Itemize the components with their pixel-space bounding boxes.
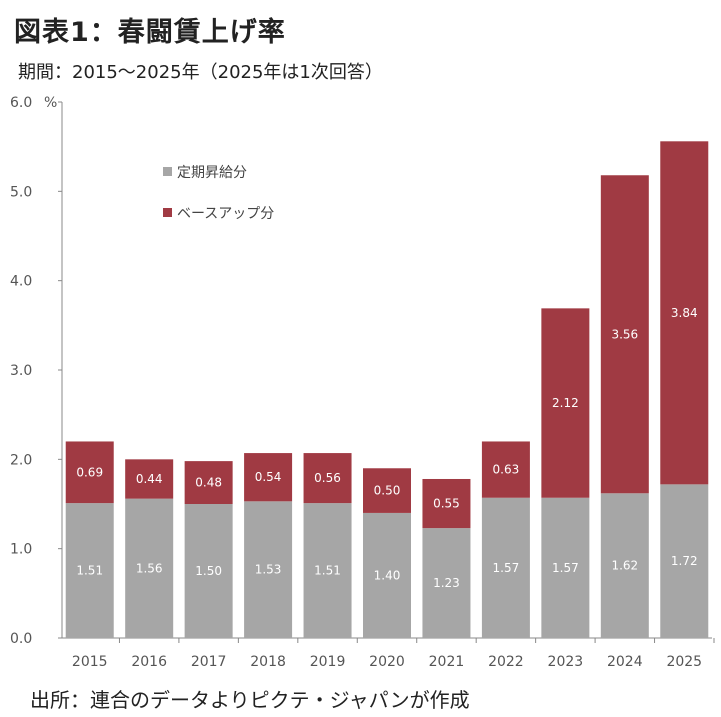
data-label: 3.84 [671, 306, 698, 320]
bar-segment-base [244, 501, 293, 638]
x-tick-label: 2023 [548, 654, 584, 670]
data-label: 0.48 [195, 476, 222, 490]
x-tick-label: 2024 [607, 654, 643, 670]
bar-segment-baseup [184, 461, 233, 504]
bar-segment-base [303, 503, 352, 638]
y-tick-label: 1.0 [10, 542, 32, 558]
data-label: 0.55 [433, 497, 460, 511]
data-label: 1.51 [314, 564, 341, 578]
bar-segment-base [363, 512, 411, 638]
y-tick-label: 6.0 [10, 95, 32, 111]
x-tick-label: 2018 [250, 654, 286, 670]
data-label: 3.56 [611, 327, 638, 341]
bar-segment-base [481, 497, 530, 638]
bar-segment-baseup [65, 441, 114, 504]
x-tick-label: 2019 [310, 654, 346, 670]
data-label: 2.12 [552, 396, 579, 410]
bar-segment-baseup [600, 175, 649, 494]
data-label: 1.62 [611, 559, 638, 573]
x-tick-label: 2015 [72, 654, 108, 670]
x-tick-label: 2020 [369, 654, 405, 670]
chart-subtitle: 期間：2015～2025年（2025年は1次回答） [18, 62, 383, 83]
data-label: 1.23 [433, 576, 460, 590]
x-tick-label: 2022 [488, 654, 524, 670]
bar-segment-base [184, 504, 233, 638]
data-label: 0.69 [76, 465, 103, 479]
bar-segment-base [422, 528, 471, 638]
bar-segment-base [65, 503, 114, 638]
bar-segment-baseup [244, 453, 293, 502]
y-tick-label: 3.0 [10, 363, 32, 379]
data-label: 0.54 [255, 470, 282, 484]
legend-label-base: 定期昇給分 [177, 165, 247, 181]
chart-title: 図表1：春闘賃上げ率 [14, 17, 286, 48]
bar-segment-baseup [422, 478, 471, 529]
bar-segment-baseup [481, 441, 530, 498]
y-tick-label: 4.0 [10, 274, 32, 290]
x-tick-label: 2025 [666, 654, 702, 670]
y-tick-label: 0.0 [10, 631, 32, 647]
y-unit-label: % [44, 95, 57, 111]
data-label: 1.53 [255, 563, 282, 577]
data-label: 0.56 [314, 471, 341, 485]
bar-segment-base [660, 484, 709, 638]
x-tick-label: 2021 [429, 654, 465, 670]
data-label: 0.50 [374, 484, 401, 498]
data-label: 1.50 [195, 564, 222, 578]
bar-segment-base [600, 493, 649, 638]
data-label: 1.57 [493, 561, 520, 575]
y-tick-label: 2.0 [10, 452, 32, 468]
x-tick-label: 2017 [191, 654, 227, 670]
data-label: 0.44 [136, 472, 163, 486]
data-label: 0.63 [493, 463, 520, 477]
bar-segment-base [125, 498, 174, 638]
x-tick-label: 2016 [131, 654, 167, 670]
bar-segment-baseup [363, 468, 411, 513]
source-note: 出所：連合のデータよりピクテ・ジャパンが作成 [30, 688, 470, 712]
bar-segment-baseup [125, 459, 174, 499]
data-label: 1.56 [136, 561, 163, 575]
bar-segment-baseup [541, 308, 590, 498]
data-label: 1.51 [76, 564, 103, 578]
y-tick-label: 5.0 [10, 184, 32, 200]
legend-label-baseup: ベースアップ分 [177, 206, 274, 222]
bar-segment-baseup [303, 453, 352, 504]
data-label: 1.40 [374, 568, 401, 582]
data-label: 1.57 [552, 561, 579, 575]
bar-segment-baseup [660, 141, 709, 485]
bar-segment-base [541, 497, 590, 638]
data-label: 1.72 [671, 554, 698, 568]
legend-swatch-baseup [163, 208, 172, 217]
legend-swatch-base [163, 167, 172, 176]
